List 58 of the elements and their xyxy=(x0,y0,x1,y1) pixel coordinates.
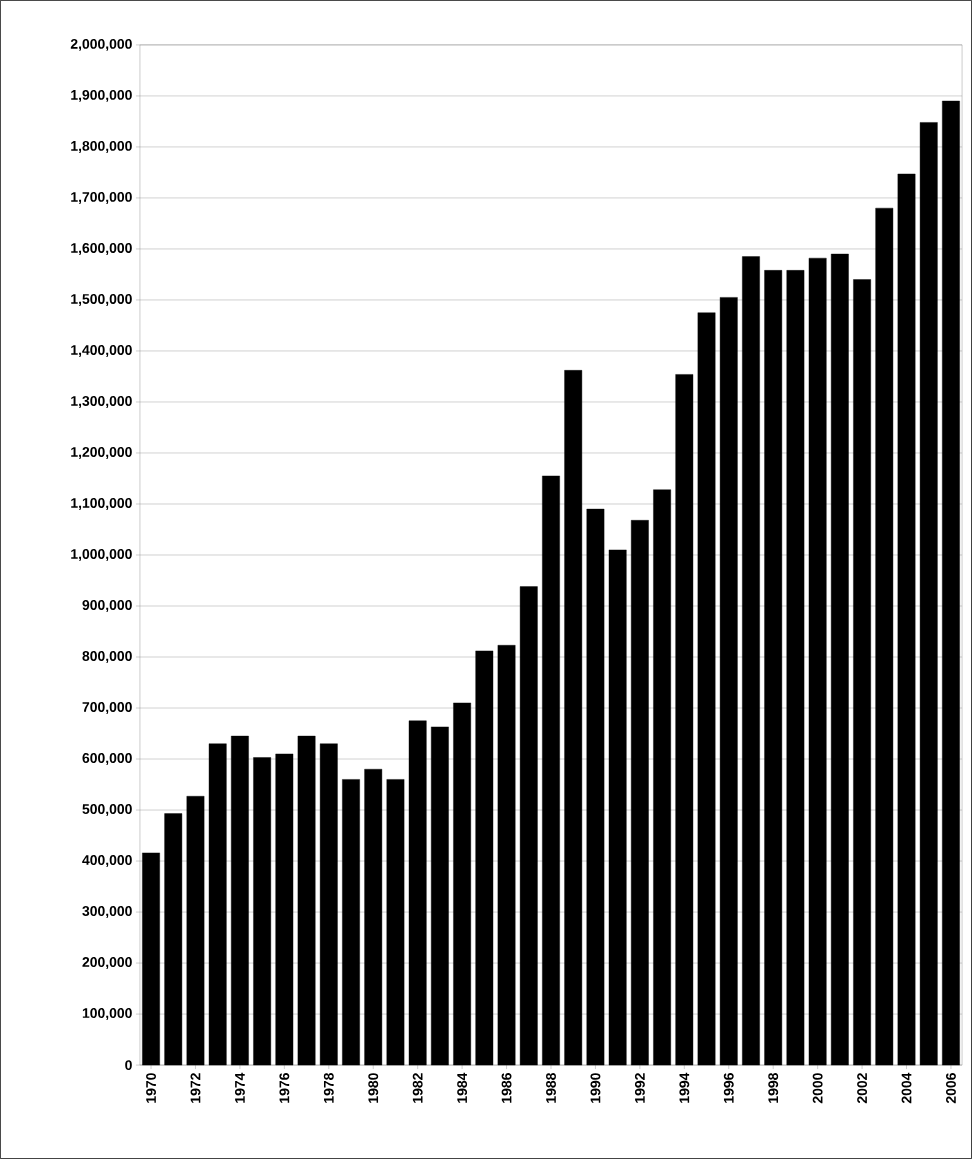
y-tick-label: 100,000 xyxy=(82,1008,132,1021)
x-tick-label: 1978 xyxy=(323,1073,334,1103)
y-tick-label: 1,800,000 xyxy=(71,140,132,153)
y-tick-label: 900,000 xyxy=(82,600,132,612)
y-tick-label: 400,000 xyxy=(82,855,132,867)
bar xyxy=(919,122,938,1066)
y-tick-label: 300,000 xyxy=(82,906,132,918)
bar xyxy=(697,312,716,1066)
y-tick-label: 1,000,000 xyxy=(71,549,132,561)
y-tick-label: 800,000 xyxy=(82,651,132,663)
bar xyxy=(608,549,627,1066)
x-tick-label: 1994 xyxy=(679,1072,690,1103)
x-tick-label: 1986 xyxy=(501,1073,512,1103)
y-tick-label: 1,900,000 xyxy=(71,89,132,102)
bar xyxy=(342,779,360,1066)
x-tick-label: 1998 xyxy=(768,1073,779,1103)
x-tick-label: 1982 xyxy=(412,1073,423,1103)
y-tick-label: 1,500,000 xyxy=(71,293,132,306)
bar xyxy=(297,735,316,1066)
y-tick-label: 1,300,000 xyxy=(71,396,132,408)
y-tick-label: 500,000 xyxy=(82,804,132,816)
bar xyxy=(742,256,760,1066)
x-tick-label: 1996 xyxy=(723,1073,734,1103)
y-tick-label: 1,700,000 xyxy=(71,191,132,204)
bar xyxy=(431,726,449,1066)
bar xyxy=(519,586,538,1066)
bar xyxy=(831,253,849,1066)
bar xyxy=(253,757,272,1066)
bar xyxy=(386,779,405,1066)
y-tick-label: 1,100,000 xyxy=(71,498,132,510)
x-tick-label: 1974 xyxy=(234,1072,245,1103)
bar xyxy=(164,813,183,1066)
y-tick-label: 200,000 xyxy=(82,957,132,970)
bar xyxy=(786,270,805,1066)
x-tick-label: 1980 xyxy=(368,1073,379,1103)
x-tick-label: 1992 xyxy=(634,1073,645,1103)
y-tick-label: 0 xyxy=(125,1060,132,1071)
bar xyxy=(653,489,671,1066)
x-tick-label: 1988 xyxy=(546,1073,556,1103)
x-tick-label: 1972 xyxy=(190,1073,201,1103)
y-tick-label: 700,000 xyxy=(82,702,132,714)
x-tick-label: 1976 xyxy=(279,1073,290,1103)
y-tick-label: 1,400,000 xyxy=(71,345,132,357)
x-tick-label: 2002 xyxy=(857,1073,868,1104)
x-tick-label: 1984 xyxy=(457,1072,468,1103)
x-tick-label: 2004 xyxy=(901,1072,912,1104)
bar xyxy=(564,370,583,1066)
y-tick-label: 2,000,000 xyxy=(70,38,132,51)
y-tick-label: 1,200,000 xyxy=(71,447,132,459)
x-tick-label: 2006 xyxy=(946,1073,956,1104)
bar xyxy=(475,650,494,1066)
x-tick-label: 2000 xyxy=(812,1073,823,1104)
y-tick-label: 1,600,000 xyxy=(71,242,132,255)
x-tick-label: 1970 xyxy=(146,1073,156,1103)
y-tick-label: 600,000 xyxy=(82,753,132,765)
bar xyxy=(208,743,227,1066)
bar xyxy=(875,207,894,1066)
x-tick-label: 1990 xyxy=(590,1073,601,1103)
